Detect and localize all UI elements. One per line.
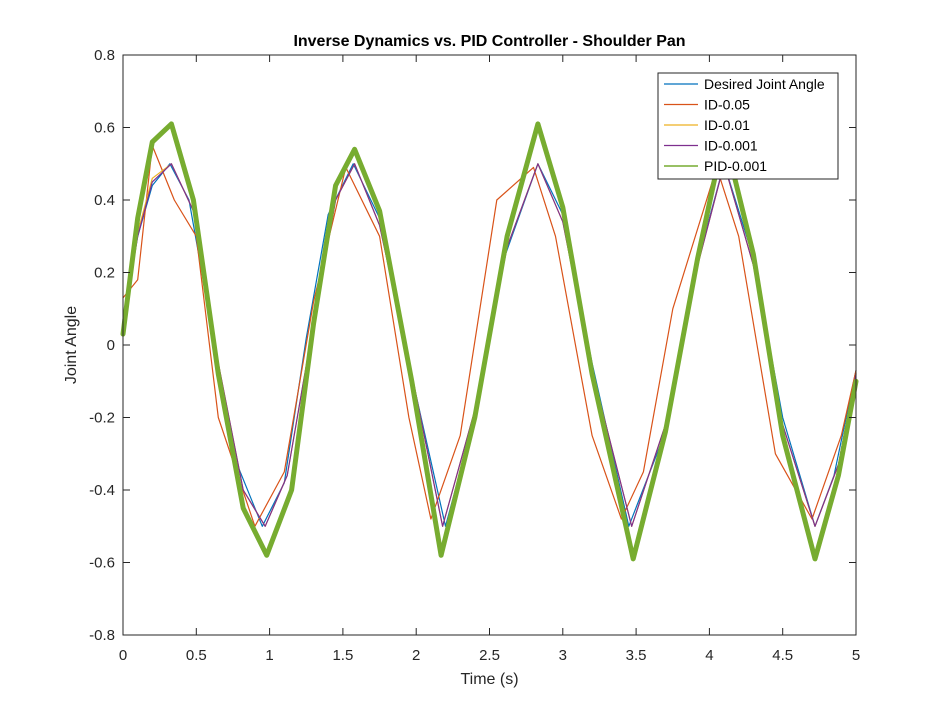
y-axis: -0.8 -0.6 -0.4 -0.2 0 0.2 0.4 0.6 0.8	[89, 47, 856, 644]
y-tick-label: -0.2	[89, 410, 115, 427]
chart-title: Inverse Dynamics vs. PID Controller - Sh…	[293, 33, 685, 50]
legend: Desired Joint Angle ID-0.05 ID-0.01 ID-0.00…	[657, 72, 839, 180]
x-tick-label: 5	[852, 647, 860, 664]
legend-label-1: ID-0.05	[704, 97, 750, 113]
x-tick-label: 3.5	[626, 647, 647, 664]
legend-label-4: PID-0.001	[704, 158, 767, 174]
x-tick-label: 2.5	[479, 647, 500, 664]
x-tick-label: 2	[412, 647, 420, 664]
legend-box	[657, 72, 839, 180]
x-tick-label: 1.5	[332, 647, 353, 664]
x-tick-label: 0	[119, 647, 127, 664]
x-axis-title: Time (s)	[460, 671, 518, 688]
legend-label-0: Desired Joint Angle	[704, 76, 825, 92]
y-tick-label: 0.6	[94, 120, 115, 137]
y-tick-label: -0.4	[89, 482, 115, 499]
y-axis-title: Joint Angle	[63, 306, 80, 384]
legend-label-2: ID-0.01	[704, 117, 750, 133]
x-tick-label: 4.5	[772, 647, 793, 664]
x-tick-label: 4	[705, 647, 713, 664]
y-tick-label: 0	[107, 337, 115, 354]
legend-label-3: ID-0.001	[704, 138, 758, 154]
series-line-1	[122, 145, 857, 527]
y-tick-label: -0.6	[89, 555, 115, 572]
x-tick-label: 0.5	[186, 647, 207, 664]
x-tick-label: 1	[265, 647, 273, 664]
y-tick-label: 0.8	[94, 47, 115, 64]
y-tick-label: 0.4	[94, 192, 115, 209]
y-tick-label: -0.8	[89, 627, 115, 644]
y-tick-label: 0.2	[94, 265, 115, 282]
x-axis: 0 0.5 1 1.5 2 2.5 3 3.5 4 4.5 5	[119, 55, 860, 664]
x-tick-label: 3	[559, 647, 567, 664]
